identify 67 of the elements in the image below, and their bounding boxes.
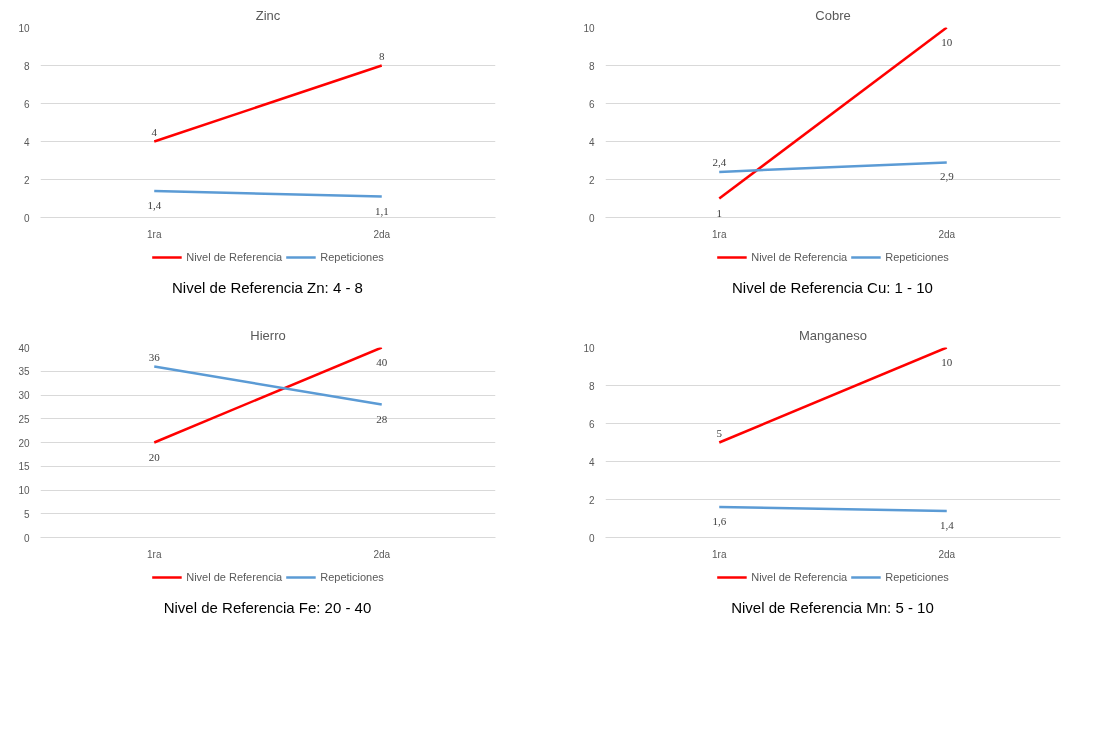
legend-label: Nivel de Referencia bbox=[751, 571, 848, 583]
data-label: 1,4 bbox=[939, 518, 955, 531]
x-tick-label: 2da bbox=[373, 228, 391, 240]
y-tick-label: 4 bbox=[23, 136, 30, 148]
y-tick-label: 8 bbox=[23, 60, 30, 72]
data-label: 40 bbox=[376, 355, 388, 368]
y-tick-label: 6 bbox=[23, 98, 30, 110]
y-tick-label: 35 bbox=[18, 366, 30, 378]
legend-label: Nivel de Referencia bbox=[186, 251, 283, 263]
legend-label: Repeticiones bbox=[885, 571, 949, 583]
x-tick-label: 2da bbox=[938, 548, 956, 560]
text: Nivel de Referencia Fe: 20 - 40 bbox=[163, 598, 372, 618]
data-label: 36 bbox=[148, 350, 161, 363]
y-tick-label: 6 bbox=[588, 418, 595, 430]
data-label: 1,1 bbox=[374, 204, 389, 217]
data-label: 5 bbox=[716, 426, 723, 439]
data-label: 28 bbox=[376, 412, 388, 425]
data-label: 1 bbox=[716, 206, 722, 219]
y-tick-label: 2 bbox=[23, 174, 30, 186]
y-tick-label: 0 bbox=[588, 212, 595, 224]
text: Nivel de Referencia Cu: 1 - 10 bbox=[732, 278, 933, 298]
x-tick-label: 1ra bbox=[712, 228, 727, 240]
legend-label: Nivel de Referencia bbox=[186, 571, 283, 583]
y-tick-label: 10 bbox=[18, 485, 30, 496]
legend-label: Repeticiones bbox=[320, 251, 384, 263]
y-tick-label: 20 bbox=[18, 437, 30, 449]
chart-title: Hierro bbox=[250, 327, 286, 343]
y-tick-label: 0 bbox=[23, 532, 30, 544]
legend-label: Repeticiones bbox=[320, 571, 384, 583]
y-tick-label: 0 bbox=[588, 532, 595, 544]
x-tick-label: 1ra bbox=[712, 548, 727, 560]
y-tick-label: 10 bbox=[583, 342, 595, 354]
data-label: 1,6 bbox=[712, 515, 727, 528]
data-label: 8 bbox=[379, 49, 385, 62]
y-tick-label: 6 bbox=[588, 98, 595, 110]
legend-label: Repeticiones bbox=[885, 251, 949, 263]
y-tick-label: 30 bbox=[18, 390, 30, 401]
x-tick-label: 1ra bbox=[147, 228, 162, 240]
y-tick-label: 10 bbox=[583, 22, 595, 34]
data-label: 20 bbox=[148, 450, 161, 463]
chart-title: Zinc bbox=[255, 7, 281, 23]
data-label: 2,4 bbox=[712, 155, 727, 168]
y-tick-label: 5 bbox=[23, 508, 30, 520]
data-label: 1,4 bbox=[147, 198, 162, 211]
text: Nivel de Referencia Mn: 5 - 10 bbox=[731, 598, 934, 618]
x-tick-label: 2da bbox=[373, 548, 391, 560]
y-tick-label: 25 bbox=[18, 413, 30, 425]
y-tick-label: 8 bbox=[588, 380, 595, 392]
x-tick-label: 1ra bbox=[147, 548, 162, 560]
y-tick-label: 40 bbox=[18, 342, 30, 354]
data-label: 2,9 bbox=[939, 170, 955, 183]
data-label: 4 bbox=[151, 125, 158, 138]
chart-title: Manganeso bbox=[799, 327, 867, 343]
legend-label: Nivel de Referencia bbox=[751, 251, 848, 263]
data-label: 10 bbox=[941, 355, 953, 368]
y-tick-label: 8 bbox=[588, 60, 595, 72]
y-tick-label: 15 bbox=[18, 461, 30, 473]
y-tick-label: 4 bbox=[588, 136, 595, 148]
y-tick-label: 0 bbox=[23, 212, 30, 224]
y-tick-label: 4 bbox=[588, 456, 595, 468]
y-tick-label: 2 bbox=[588, 174, 595, 186]
text: Nivel de Referencia Zn: 4 - 8 bbox=[172, 278, 363, 298]
y-tick-label: 10 bbox=[18, 22, 30, 34]
chart-title: Cobre bbox=[815, 7, 851, 23]
x-tick-label: 2da bbox=[938, 228, 956, 240]
y-tick-label: 2 bbox=[588, 494, 595, 506]
data-label: 10 bbox=[941, 35, 953, 48]
